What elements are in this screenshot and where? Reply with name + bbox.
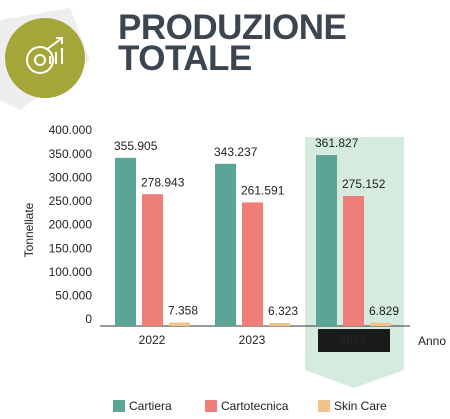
y-tick-label: 250.000 — [49, 194, 93, 208]
value-label: 343.237 — [214, 145, 258, 159]
value-label: 275.152 — [342, 177, 386, 191]
value-label: 278.943 — [141, 175, 185, 189]
bar — [343, 195, 364, 326]
legend-label: Cartiera — [129, 399, 172, 413]
x-tick-label: 2022 — [139, 333, 166, 347]
y-tick-label: 150.000 — [49, 241, 93, 255]
y-tick-label: 100.000 — [49, 265, 93, 279]
bar — [269, 323, 290, 326]
x-tick-label: 2024 — [340, 333, 367, 347]
highlight-label-box — [318, 329, 390, 352]
y-tick-label: 0 — [85, 312, 92, 326]
logo-icon — [26, 37, 63, 74]
chart-title: PRODUZIONE TOTALE — [118, 8, 347, 78]
legend-label: Cartotecnica — [221, 399, 289, 413]
bar — [142, 194, 163, 326]
value-label: 6.829 — [369, 304, 399, 318]
y-tick-label: 400.000 — [49, 123, 93, 137]
legend-swatch — [113, 400, 125, 412]
legend-swatch — [205, 400, 217, 412]
value-label: 361.827 — [315, 136, 359, 150]
bar — [242, 202, 263, 326]
x-tick-label: 2023 — [239, 333, 266, 347]
bar — [316, 155, 337, 326]
legend-swatch — [318, 400, 330, 412]
value-label: 7.358 — [168, 304, 198, 318]
x-axis-label: Anno — [418, 334, 446, 348]
bar — [115, 157, 136, 326]
y-tick-label: 350.000 — [49, 147, 93, 161]
value-label: 261.591 — [241, 184, 285, 198]
y-axis-label: Tonnellate — [22, 202, 36, 257]
value-label: 6.323 — [268, 304, 298, 318]
legend-label: Skin Care — [334, 399, 387, 413]
bar — [370, 322, 391, 326]
value-label: 355.905 — [114, 139, 158, 153]
y-tick-label: 300.000 — [49, 170, 93, 184]
y-tick-label: 200.000 — [49, 218, 93, 232]
bar — [215, 163, 236, 326]
bar — [169, 322, 190, 326]
y-tick-label: 50.000 — [55, 289, 92, 303]
